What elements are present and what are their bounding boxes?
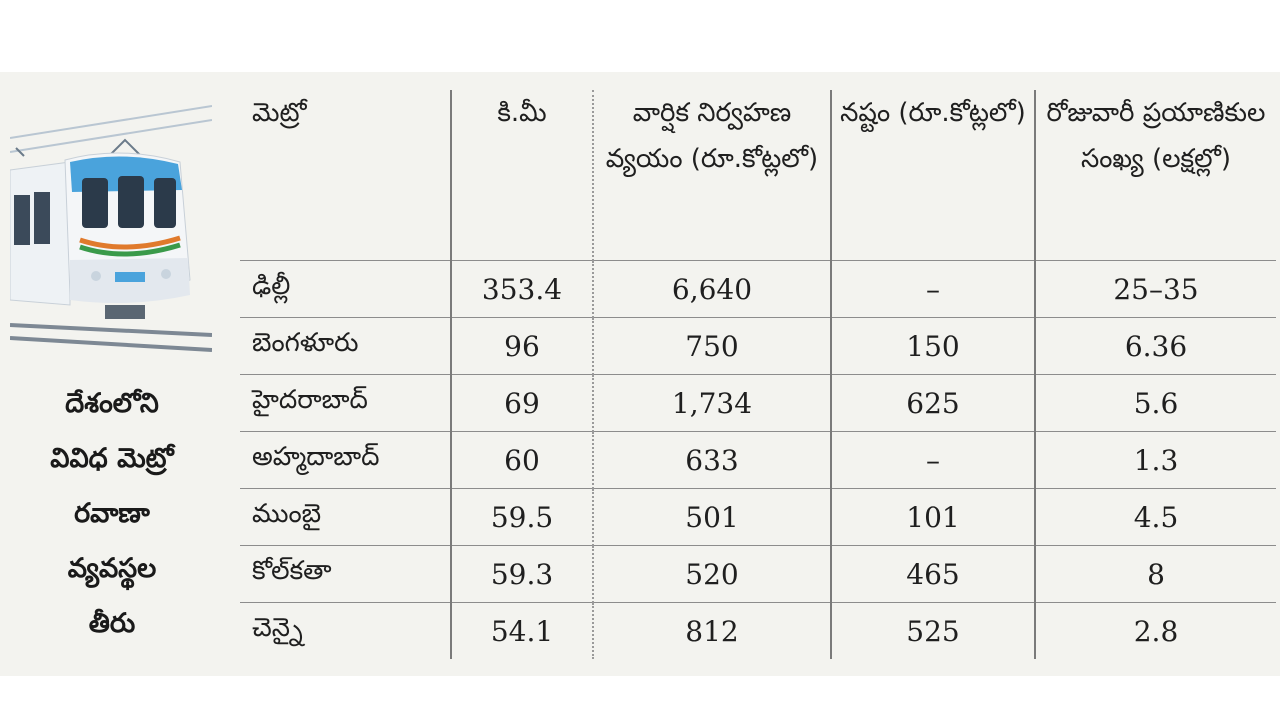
- table-row: చెన్నై 54.1 812 525 2.8: [240, 602, 1276, 659]
- metro-comparison-table: మెట్రో కి.మీ వార్షిక నిర్వహణ వ్యయం (రూ.క…: [240, 90, 1276, 659]
- cell-city: హైదరాబాద్: [240, 374, 451, 432]
- cell-city: అహ్మదాబాద్: [240, 431, 451, 489]
- caption-line: వివిధ మెట్రో: [50, 443, 174, 474]
- metro-train-icon: [10, 105, 212, 352]
- cell-km: 60: [450, 431, 593, 489]
- header-daily-riders: రోజువారీ ప్రయాణికుల సంఖ్య (లక్షల్లో): [1034, 90, 1276, 261]
- cell-riders: 25–35: [1034, 260, 1276, 318]
- cell-loss: 101: [830, 488, 1035, 546]
- header-loss: నష్టం (రూ.కోట్లలో): [830, 90, 1035, 261]
- cell-km: 69: [450, 374, 593, 432]
- cell-loss: –: [830, 260, 1035, 318]
- caption-line: రవాణా: [74, 498, 150, 529]
- cell-cost: 812: [592, 602, 831, 659]
- cell-km: 353.4: [450, 260, 593, 318]
- caption-line: దేశంలోని: [65, 388, 159, 419]
- header-km: కి.మీ: [450, 90, 593, 261]
- cell-cost: 6,640: [592, 260, 831, 318]
- cell-km: 96: [450, 317, 593, 375]
- cell-loss: 150: [830, 317, 1035, 375]
- cell-cost: 501: [592, 488, 831, 546]
- cell-city: ఢిల్లీ: [240, 260, 451, 318]
- cell-loss: 525: [830, 602, 1035, 659]
- cell-cost: 520: [592, 545, 831, 603]
- header-annual-cost: వార్షిక నిర్వహణ వ్యయం (రూ.కోట్లలో): [592, 90, 831, 261]
- caption-line: తీరు: [88, 608, 136, 639]
- cell-km: 54.1: [450, 602, 593, 659]
- table-header-row: మెట్రో కి.మీ వార్షిక నిర్వహణ వ్యయం (రూ.క…: [240, 90, 1276, 261]
- header-metro: మెట్రో: [240, 90, 451, 261]
- infographic-caption: దేశంలోని వివిధ మెట్రో రవాణా వ్యవస్థల తీర…: [12, 376, 212, 651]
- table-row: హైదరాబాద్ 69 1,734 625 5.6: [240, 374, 1276, 432]
- cell-cost: 1,734: [592, 374, 831, 432]
- table-row: బెంగళూరు 96 750 150 6.36: [240, 317, 1276, 375]
- cell-city: చెన్నై: [252, 613, 303, 643]
- cell-loss: 465: [830, 545, 1035, 603]
- cell-city: బెంగళూరు: [240, 317, 451, 375]
- table-row: అహ్మదాబాద్ 60 633 – 1.3: [240, 431, 1276, 489]
- cell-riders: 8: [1034, 545, 1276, 603]
- cell-km: 59.5: [450, 488, 593, 546]
- cell-loss: 625: [830, 374, 1035, 432]
- cell-cost: 750: [592, 317, 831, 375]
- table-row: ఢిల్లీ 353.4 6,640 – 25–35: [240, 260, 1276, 318]
- cell-loss: –: [830, 431, 1035, 489]
- cell-riders: 5.6: [1034, 374, 1276, 432]
- table-row: కోల్‌కతా 59.3 520 465 8: [240, 545, 1276, 603]
- cell-cost: 633: [592, 431, 831, 489]
- cell-km: 59.3: [450, 545, 593, 603]
- cell-city: ముంబై: [240, 488, 451, 546]
- table-row: ముంబై 59.5 501 101 4.5: [240, 488, 1276, 546]
- cell-riders: 6.36: [1034, 317, 1276, 375]
- cell-riders: 4.5: [1034, 488, 1276, 546]
- cell-riders: 2.8: [1034, 602, 1276, 659]
- caption-line: వ్యవస్థల: [67, 553, 157, 584]
- cell-city: కోల్‌కతా: [240, 545, 451, 603]
- cell-riders: 1.3: [1034, 431, 1276, 489]
